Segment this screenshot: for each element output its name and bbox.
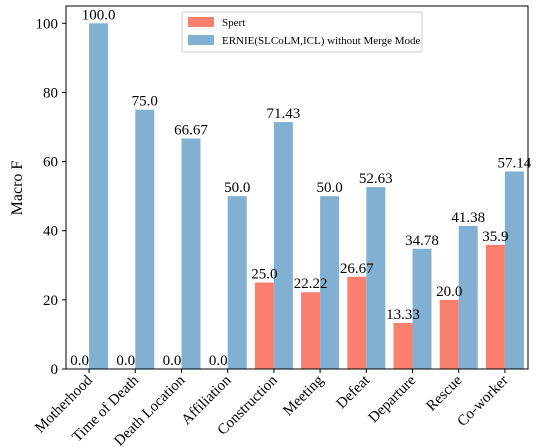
- label-ernie-9: 57.14: [498, 155, 532, 171]
- legend-label-0: Spert: [222, 17, 245, 29]
- bar-ernie-3: [227, 196, 247, 369]
- label-ernie-1: 75.0: [132, 94, 158, 110]
- label-ernie-3: 50.0: [224, 180, 250, 196]
- bar-spert-5: [301, 292, 321, 369]
- bar-ernie-1: [135, 109, 155, 369]
- label-spert-2: 0.0: [163, 353, 182, 369]
- label-spert-6: 26.67: [340, 261, 374, 277]
- label-spert-4: 25.0: [251, 267, 277, 283]
- bar-spert-6: [347, 276, 367, 369]
- y-axis-label: Macro F: [9, 161, 26, 216]
- x-tick-label-5: Meeting: [280, 372, 327, 419]
- legend-label-1: ERNIE(SLCoLM,ICL) without Merge Mode: [222, 35, 421, 47]
- y-tick-label-5: 100: [36, 16, 59, 32]
- label-spert-5: 22.22: [294, 276, 328, 292]
- y-tick-label-0: 0: [51, 362, 59, 378]
- label-spert-3: 0.0: [209, 353, 228, 369]
- bar-spert-8: [439, 299, 459, 369]
- label-ernie-4: 71.43: [267, 106, 301, 122]
- y-tick-label-3: 60: [43, 155, 58, 171]
- bar-ernie-5: [320, 196, 340, 369]
- label-ernie-2: 66.67: [174, 123, 208, 139]
- data-labels-layer: 0.0 100.0 0.0 75.0 0.0 66.67 0.0 50.0 25.0 71.43 2…: [70, 7, 532, 369]
- label-spert-8: 20.0: [436, 284, 462, 300]
- bar-spert-4: [254, 282, 274, 369]
- legend-box: [181, 11, 423, 53]
- legend: Spert ERNIE(SLCoLM,ICL) without Merge Mod…: [181, 11, 423, 53]
- bar-ernie-0: [89, 23, 109, 370]
- x-tick-label-6: Defeat: [334, 372, 374, 412]
- label-ernie-0: 100.0: [82, 7, 116, 23]
- bar-ernie-6: [366, 187, 386, 369]
- label-spert-9: 35.9: [482, 229, 508, 245]
- legend-swatch-1: [188, 35, 214, 45]
- label-spert-0: 0.0: [70, 353, 89, 369]
- x-tick-label-9: Co-worker: [454, 373, 511, 430]
- bar-spert-9: [485, 244, 505, 369]
- y-tick-label-2: 40: [43, 224, 58, 240]
- bar-spert-7: [393, 322, 413, 369]
- bar-ernie-9: [504, 171, 524, 369]
- label-ernie-7: 34.78: [405, 233, 439, 249]
- x-tick-label-8: Rescue: [424, 372, 466, 414]
- y-tick-label-1: 20: [43, 293, 58, 309]
- label-spert-1: 0.0: [116, 353, 135, 369]
- x-tick-label-7: Departure: [366, 372, 420, 426]
- bars-layer: [89, 23, 524, 370]
- label-ernie-5: 50.0: [316, 180, 342, 196]
- y-axis: 0 20 40 60 80 100: [36, 16, 66, 378]
- label-spert-7: 13.33: [386, 307, 420, 323]
- bar-ernie-8: [458, 225, 478, 369]
- label-ernie-6: 52.63: [359, 171, 393, 187]
- bar-ernie-7: [412, 248, 432, 369]
- y-tick-label-4: 80: [43, 85, 58, 101]
- bar-ernie-2: [181, 138, 201, 369]
- label-ernie-8: 41.38: [451, 210, 485, 226]
- bar-ernie-4: [273, 122, 293, 370]
- plot-frame: [65, 5, 529, 370]
- legend-swatch-0: [188, 17, 214, 27]
